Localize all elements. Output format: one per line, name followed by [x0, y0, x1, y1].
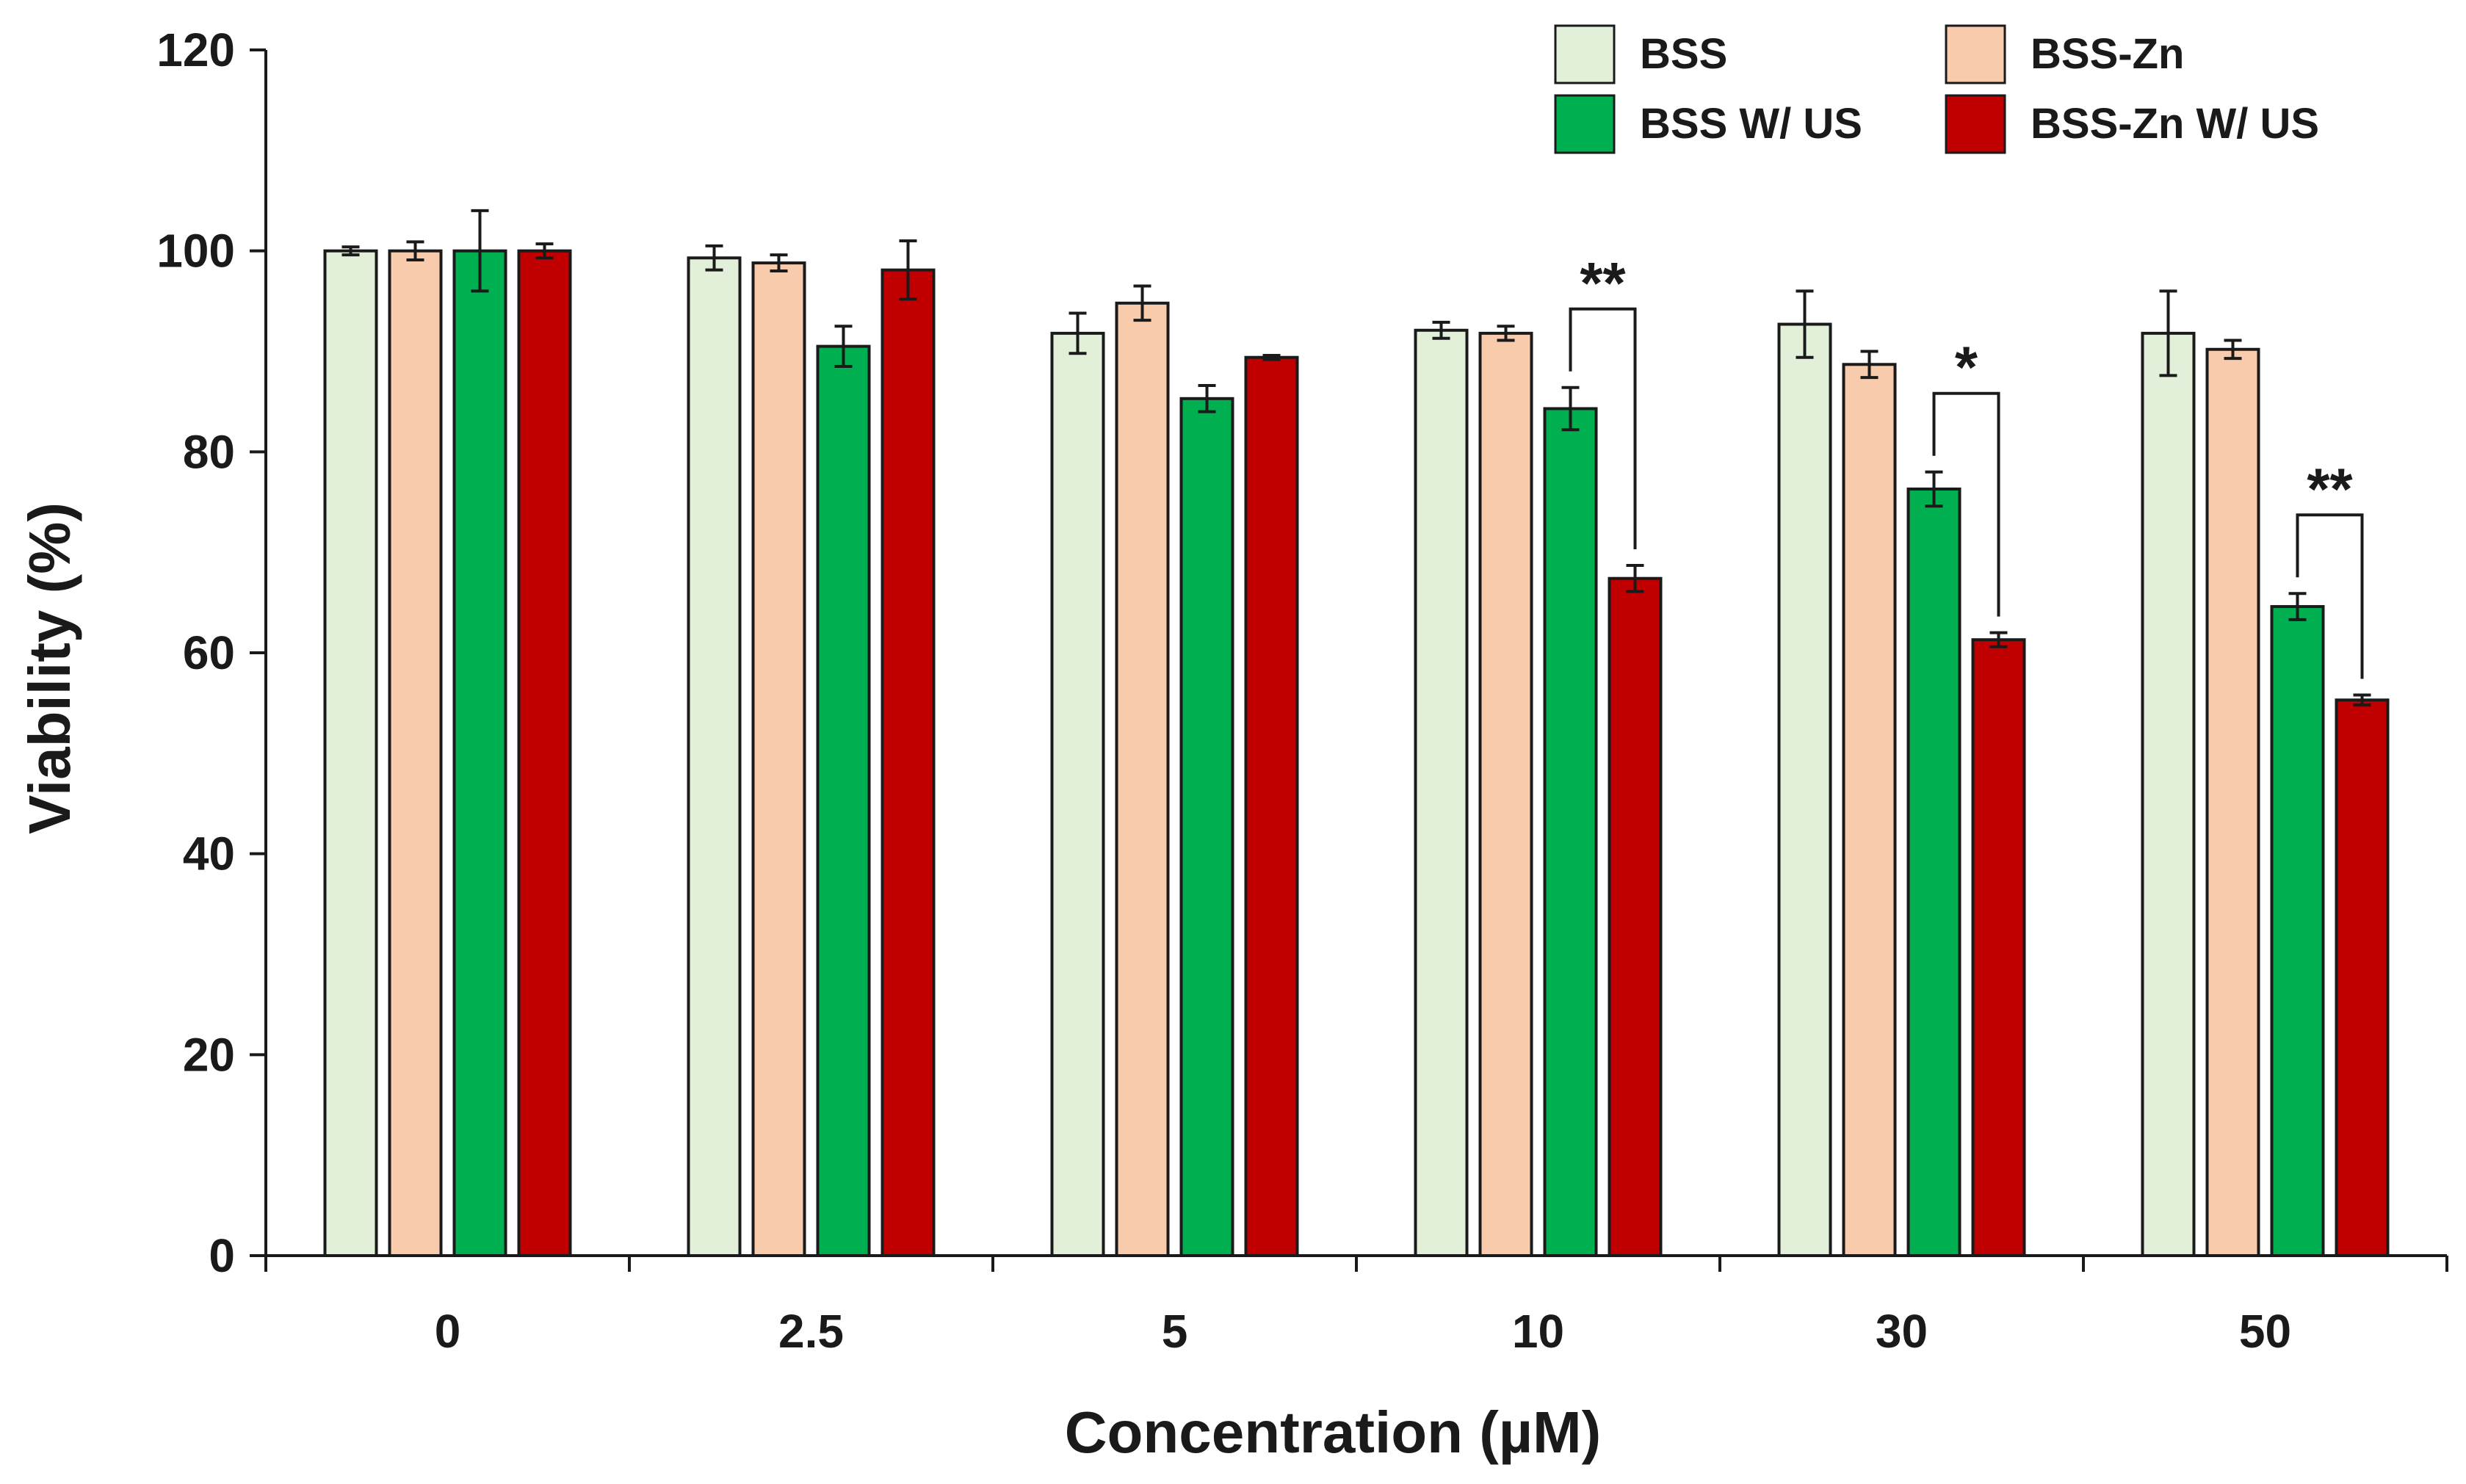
bar [1478, 331, 1533, 1257]
legend-swatch [1945, 94, 2006, 154]
error-bars [341, 209, 2371, 707]
y-tick-label: 40 [183, 828, 235, 880]
bar [881, 268, 936, 1257]
bar [2270, 605, 2325, 1257]
significance-bracket [1932, 391, 2000, 617]
y-tick-label: 120 [156, 23, 235, 76]
bar [1608, 576, 1663, 1257]
y-tick-label: 60 [183, 626, 235, 679]
bar [2205, 347, 2260, 1258]
bar [1543, 407, 1598, 1257]
legend-swatch [1945, 24, 2006, 84]
x-tick-label: 50 [2239, 1305, 2291, 1358]
bar [323, 249, 378, 1258]
bar [1906, 487, 1961, 1257]
y-tick-label: 20 [183, 1028, 235, 1081]
legend-label: BSS-Zn [2031, 30, 2184, 78]
bar [751, 261, 806, 1257]
significance-label: ** [2307, 456, 2353, 521]
bar [2141, 331, 2196, 1257]
bar [1842, 363, 1897, 1257]
x-tick-label: 2.5 [778, 1305, 844, 1358]
bar [687, 256, 742, 1257]
bar [1777, 322, 1832, 1257]
x-axis-title: Concentration (µM) [1065, 1400, 1601, 1465]
bar [1115, 301, 1170, 1258]
legend-label: BSS-Zn W/ US [2031, 100, 2319, 148]
significance-label: * [1955, 335, 1978, 400]
y-axis-title: Viability (%) [17, 502, 82, 834]
significance-bracket [1569, 307, 1637, 549]
y-tick-label: 80 [183, 425, 235, 478]
bar [816, 344, 871, 1257]
x-tick-label: 30 [1876, 1305, 1928, 1358]
legend-swatch [1554, 24, 1616, 84]
bar [2335, 698, 2390, 1257]
significance-bracket [2296, 513, 2364, 679]
legend-swatch [1554, 94, 1616, 154]
bar [517, 249, 572, 1258]
legend-label: BSS W/ US [1640, 100, 1862, 148]
significance-label: ** [1580, 250, 1626, 316]
bar [1244, 355, 1299, 1258]
bar [1971, 638, 2026, 1257]
legend-label: BSS [1640, 30, 1727, 78]
y-tick-label: 100 [156, 225, 235, 278]
legend: BSS BSS-Zn BSS W/ US BSS-Zn W/ US [1554, 24, 2319, 154]
significance-markers: ***** [1569, 250, 2364, 679]
bar [1050, 331, 1105, 1257]
bar [1179, 397, 1234, 1257]
bar [452, 249, 507, 1258]
bar [1414, 328, 1469, 1257]
bars [323, 249, 2390, 1258]
bar [388, 249, 443, 1258]
axes: 0 20 40 60 80 100 120 0 2.5 5 10 30 50 [156, 23, 2448, 1358]
x-tick-label: 0 [435, 1305, 461, 1358]
y-tick-label: 0 [209, 1229, 235, 1282]
x-tick-label: 5 [1162, 1305, 1188, 1358]
x-tick-label: 10 [1512, 1305, 1564, 1358]
